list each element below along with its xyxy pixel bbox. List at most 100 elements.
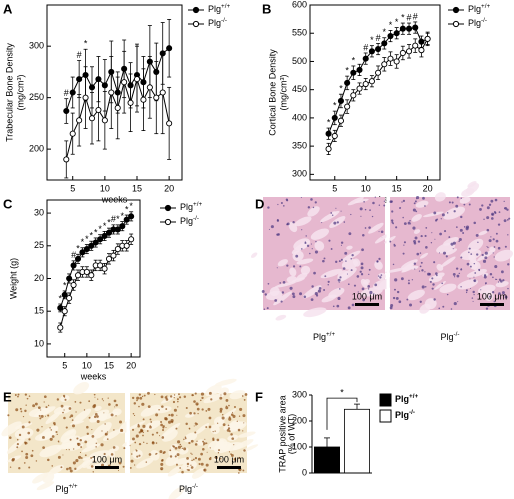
cell-texture (268, 228, 270, 230)
cell-texture (402, 216, 404, 219)
cell-texture (407, 221, 411, 225)
cell-texture (495, 239, 499, 243)
cell-texture (286, 264, 289, 267)
cell-texture (136, 399, 138, 402)
scale-bar (480, 303, 504, 306)
cell-texture (435, 272, 438, 275)
tissue-texture (478, 230, 488, 236)
tissue-texture (483, 290, 494, 301)
cell-texture (470, 287, 472, 289)
data-point (337, 97, 345, 105)
cell-texture (103, 452, 106, 456)
cell-texture (155, 442, 158, 444)
image-label: Plg+/+ (313, 331, 335, 342)
cell-texture (237, 428, 241, 432)
data-point (114, 104, 121, 111)
cell-texture (110, 413, 114, 417)
cell-texture (406, 298, 409, 301)
cell-texture (266, 307, 269, 310)
y-tick-label: 500 (292, 56, 307, 66)
x-tick-label: 5 (332, 183, 337, 193)
cell-texture (493, 246, 496, 248)
cell-texture (188, 441, 191, 445)
cell-texture (390, 303, 394, 307)
cell-texture (65, 426, 68, 429)
significance-mark: * (107, 218, 111, 228)
data-point (79, 249, 86, 256)
cell-texture (230, 453, 232, 455)
cell-texture (276, 267, 278, 269)
cell-texture (452, 241, 456, 245)
cell-texture (35, 460, 38, 462)
cell-texture (274, 299, 278, 302)
cell-texture (489, 273, 493, 276)
cell-texture (468, 247, 471, 250)
cell-texture (92, 456, 94, 458)
cell-texture (209, 447, 211, 449)
cell-texture (42, 436, 45, 439)
cell-texture (147, 405, 151, 409)
cell-texture (344, 251, 348, 255)
cell-texture (192, 458, 195, 461)
cell-texture (267, 206, 270, 209)
cell-texture (223, 392, 227, 396)
cell-texture (50, 429, 53, 431)
cell-texture (481, 204, 484, 207)
cell-texture (65, 449, 67, 451)
cell-texture (424, 234, 427, 238)
cell-texture (172, 400, 176, 404)
cell-texture (342, 267, 346, 270)
tissue-texture (237, 431, 256, 438)
cell-texture (110, 453, 114, 456)
cell-texture (474, 272, 477, 274)
data-point (57, 304, 64, 311)
cell-texture (263, 308, 266, 310)
cell-texture (185, 406, 188, 410)
tissue-texture (64, 429, 75, 436)
cell-texture (301, 229, 303, 231)
data-point (88, 115, 96, 122)
cell-texture (218, 449, 220, 452)
cell-texture (360, 215, 362, 217)
cell-texture (93, 415, 97, 419)
data-point (66, 275, 73, 282)
tissue-texture (300, 265, 311, 275)
data-point (133, 76, 141, 83)
cell-texture (28, 395, 31, 397)
data-point (105, 229, 113, 236)
cell-texture (176, 453, 180, 457)
cell-texture (394, 278, 398, 282)
data-point (119, 223, 126, 230)
y-axis-label: Trabecular Bone Density (4, 43, 14, 142)
cell-texture (186, 456, 189, 460)
cell-texture (28, 466, 31, 469)
legend-marker (452, 20, 460, 28)
cell-texture (90, 465, 94, 468)
cell-texture (49, 427, 51, 429)
cell-texture (416, 252, 420, 256)
cell-texture (482, 259, 487, 263)
cell-texture (212, 438, 215, 442)
tissue-texture (411, 214, 422, 222)
cell-texture (56, 433, 58, 436)
cell-texture (318, 287, 322, 290)
image-label: Plg+/+ (55, 483, 77, 494)
cell-texture (492, 276, 494, 279)
cell-texture (507, 263, 510, 266)
data-point (88, 242, 95, 249)
cell-texture (337, 296, 341, 300)
cell-texture (96, 415, 99, 418)
cell-texture (202, 447, 205, 451)
cell-texture (348, 232, 352, 236)
data-point (146, 58, 153, 65)
data-point (166, 120, 173, 127)
cell-texture (336, 304, 340, 308)
y-tick-label: 15 (34, 306, 44, 316)
cell-texture (460, 286, 462, 288)
tissue-texture (6, 438, 25, 454)
cell-texture (121, 429, 123, 431)
tissue-texture (274, 281, 296, 288)
significance-mark: * (121, 211, 125, 221)
data-point (356, 85, 363, 92)
data-point (101, 232, 108, 240)
